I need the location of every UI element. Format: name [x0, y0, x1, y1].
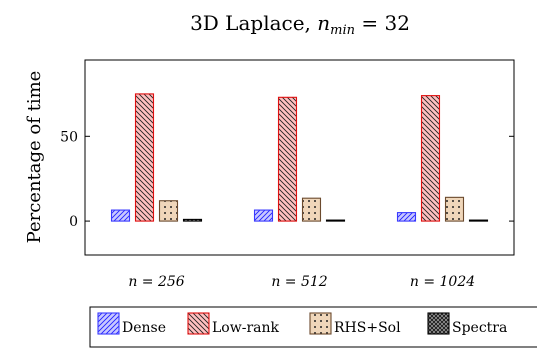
bar-rhs-sol-2 — [444, 196, 465, 222]
bar-dense-2 — [396, 212, 417, 222]
x-category-label: n = 512 — [271, 274, 327, 290]
bar-spectra-0 — [182, 218, 203, 222]
bar-dense-0 — [110, 209, 131, 222]
y-axis-ticks: 0 50 — [60, 129, 514, 230]
bar-dense-1 — [253, 209, 274, 222]
bar-rhs-sol-1 — [301, 197, 322, 222]
bar-spectra-1 — [325, 219, 346, 222]
y-axis-label: Percentage of time — [24, 71, 45, 244]
bar-spectra-2 — [468, 219, 489, 222]
bar-low-rank-1 — [277, 96, 298, 222]
bar-low-rank-2 — [420, 95, 441, 222]
legend-swatch-dense — [97, 312, 120, 335]
legend-swatch-low-rank — [187, 312, 210, 335]
legend: Dense Low-rank RHS+Sol Spectra — [89, 306, 537, 348]
x-category-label: n = 1024 — [410, 274, 475, 290]
bar-rhs-sol-0 — [158, 200, 179, 222]
legend-label: Dense — [122, 320, 166, 336]
x-axis-labels: n = 256 n = 512 n = 1024 — [128, 274, 475, 290]
plot-frame — [84, 59, 515, 256]
y-tick-label: 50 — [60, 129, 78, 145]
legend-label: Spectra — [452, 320, 507, 336]
chart-title: 3D Laplace, nmin = 32 — [190, 11, 410, 38]
legend-label: Low-rank — [212, 320, 279, 336]
y-tick-label: 0 — [69, 214, 78, 230]
legend-label: RHS+Sol — [334, 320, 401, 336]
bars — [110, 93, 489, 222]
legend-swatch-rhs-sol — [309, 312, 332, 335]
x-category-label: n = 256 — [128, 274, 184, 290]
legend-swatch-spectra — [427, 312, 450, 335]
bar-low-rank-0 — [134, 93, 155, 222]
